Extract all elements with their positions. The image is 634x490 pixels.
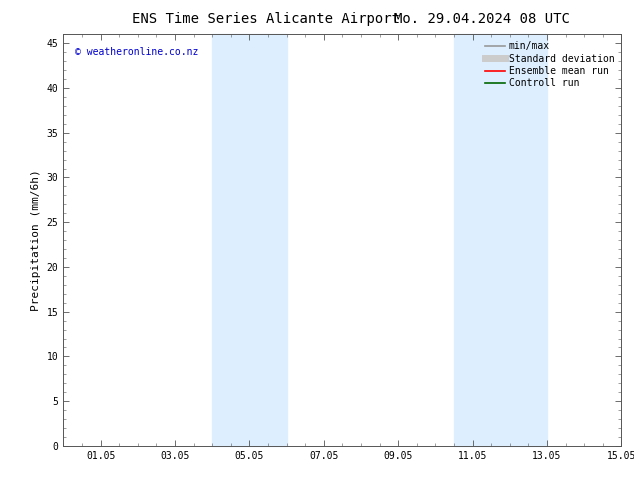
Legend: min/max, Standard deviation, Ensemble mean run, Controll run: min/max, Standard deviation, Ensemble me…	[484, 39, 616, 90]
Y-axis label: Precipitation (mm/6h): Precipitation (mm/6h)	[31, 169, 41, 311]
Text: ENS Time Series Alicante Airport: ENS Time Series Alicante Airport	[133, 12, 400, 26]
Text: Mo. 29.04.2024 08 UTC: Mo. 29.04.2024 08 UTC	[394, 12, 570, 26]
Bar	[212, 34, 287, 446]
Bar	[454, 34, 547, 446]
Text: © weatheronline.co.nz: © weatheronline.co.nz	[75, 47, 198, 57]
